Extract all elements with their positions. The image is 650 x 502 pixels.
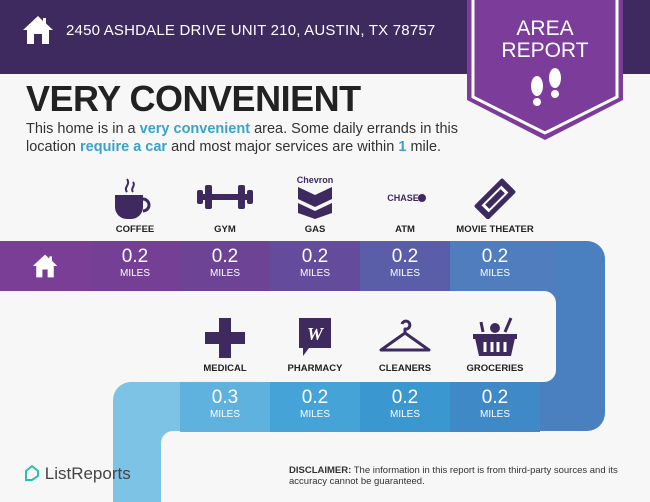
distance-unit: MILES <box>299 409 330 420</box>
home-icon <box>23 16 53 44</box>
distance-cell: 0.2 MILES <box>450 241 540 291</box>
dumbbell-icon <box>197 185 253 209</box>
distance-cell: 0.3 MILES <box>180 382 270 432</box>
svg-text:W: W <box>307 324 325 344</box>
description: This home is in a very convenient area. … <box>26 121 458 155</box>
home-cell <box>0 241 90 291</box>
inner-white-top <box>0 291 556 382</box>
distance-value: 0.2 <box>391 246 419 267</box>
distance-value: 0.2 <box>121 246 149 267</box>
inner-white-bottom <box>161 431 650 502</box>
distance-unit: MILES <box>479 409 510 420</box>
disclaimer: DISCLAIMER: The information in this repo… <box>289 465 618 487</box>
listreports-logo-icon <box>25 464 39 481</box>
distance-value: 0.2 <box>481 387 509 408</box>
distance-value: 0.2 <box>211 246 239 267</box>
hanger-icon <box>379 319 431 352</box>
distance-unit: MILES <box>119 268 150 279</box>
walgreens-logo: W <box>299 318 331 356</box>
property-address: 2450 ASHDALE DRIVE UNIT 210, AUSTIN, TX … <box>66 22 436 39</box>
distance-cell: 0.2 MILES <box>360 241 450 291</box>
amenity-label: ATM <box>395 224 415 235</box>
distance-cell: 0.2 MILES <box>90 241 180 291</box>
distance-unit: MILES <box>479 268 510 279</box>
headline: VERY CONVENIENT <box>26 78 361 119</box>
distance-unit: MILES <box>299 268 330 279</box>
amenity-label: PHARMACY <box>287 363 343 374</box>
amenity-label: MEDICAL <box>203 363 247 374</box>
distance-value: 0.3 <box>211 387 239 408</box>
chase-logo: CHASE <box>387 193 426 203</box>
svg-text:CHASE: CHASE <box>387 193 419 203</box>
amenity-label: CLEANERS <box>378 363 432 374</box>
distance-unit: MILES <box>209 409 240 420</box>
svg-text:Chevron: Chevron <box>297 175 334 185</box>
distance-value: 0.2 <box>391 387 419 408</box>
listreports-logo: ListReports <box>24 464 131 484</box>
distance-unit: MILES <box>389 409 420 420</box>
distance-unit: MILES <box>209 268 240 279</box>
home-icon <box>32 254 58 278</box>
grocery-basket-icon <box>473 317 517 356</box>
distance-cell: 0.2 MILES <box>270 382 360 432</box>
ticket-icon <box>474 178 516 219</box>
distance-cell: 0.2 MILES <box>180 241 270 291</box>
badge-text: AREA REPORT <box>501 17 589 62</box>
amenity-label: GYM <box>214 224 236 235</box>
amenity-label: GAS <box>304 224 326 235</box>
distance-value: 0.2 <box>301 246 329 267</box>
footprints-icon <box>531 68 561 106</box>
medical-cross-icon <box>205 318 245 358</box>
amenity-label: COFFEE <box>115 224 155 235</box>
distance-value: 0.2 <box>481 246 509 267</box>
route-fill <box>540 241 556 291</box>
distance-cell: 0.2 MILES <box>450 382 540 432</box>
amenity-label: MOVIE THEATER <box>456 224 534 235</box>
coffee-cup-icon <box>115 178 151 219</box>
distance-cell: 0.2 MILES <box>270 241 360 291</box>
chevron-logo: Chevron <box>297 175 334 219</box>
distance-value: 0.2 <box>301 387 329 408</box>
area-report-badge <box>467 0 623 140</box>
distance-cell: 0.2 MILES <box>360 382 450 432</box>
amenity-label: GROCERIES <box>466 363 524 374</box>
distance-unit: MILES <box>389 268 420 279</box>
